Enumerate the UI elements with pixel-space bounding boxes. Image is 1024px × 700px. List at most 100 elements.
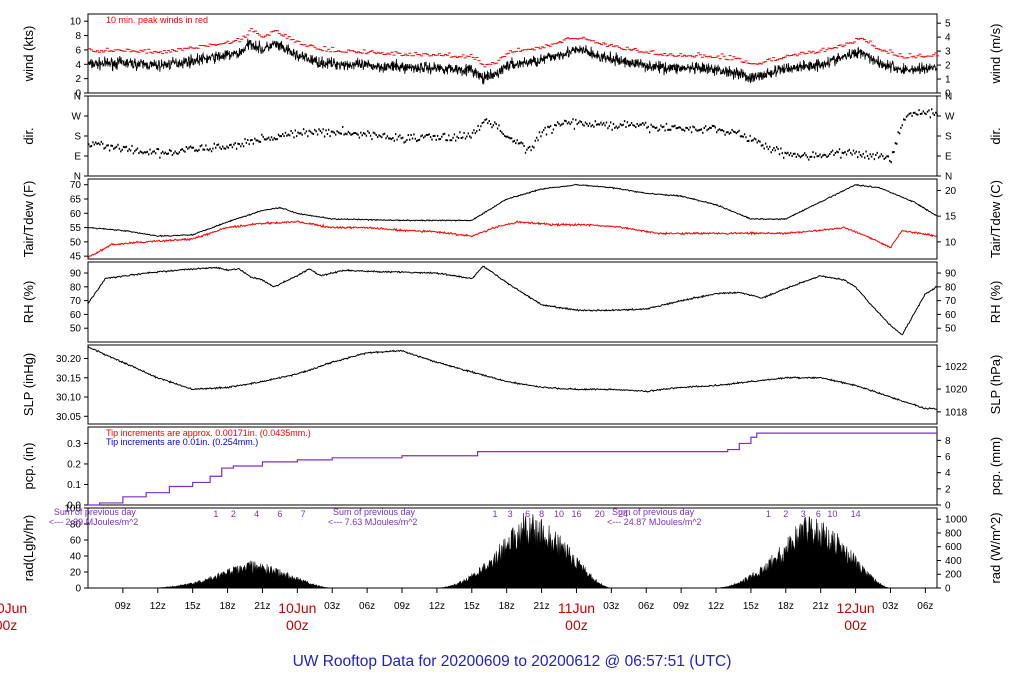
hour-marker: 20 — [595, 509, 605, 519]
ylabel-right: wind (m/s) — [988, 24, 1003, 85]
ytick-label-right: 50 — [945, 324, 957, 335]
xtick-label: 18z — [499, 601, 515, 612]
ylabel-right: RH (%) — [988, 281, 1003, 324]
ytick-label-left: 50 — [70, 237, 82, 248]
daily-sum-note: Sum of previous day — [54, 507, 137, 517]
series-precip — [88, 432, 937, 506]
ytick-label-right: N — [945, 92, 952, 103]
ytick-label-right: 5 — [945, 19, 951, 30]
ytick-label-right: E — [945, 152, 952, 163]
ytick-label-left: 50 — [70, 324, 82, 335]
series-wind-0 — [87, 38, 938, 85]
ytick-label-left: 45 — [70, 252, 82, 263]
ytick-label-right: 0 — [945, 584, 951, 595]
panel-temp: 45 50 55 60 65 70 10 15 20 Tair/Tdew (F) Tair/Tdew… — [21, 178, 1003, 263]
ytick-label-left: 0.3 — [67, 439, 81, 450]
ylabel-right: rad (W/m^2) — [988, 512, 1003, 583]
ytick-label-left: 0 — [75, 89, 81, 100]
ytick-label-left: 30.05 — [56, 412, 81, 423]
ytick-label-left: 80 — [70, 520, 82, 531]
ytick-label-left: N — [74, 172, 81, 183]
ytick-label-left: 2 — [75, 74, 81, 85]
hour-marker: 3 — [801, 509, 806, 519]
xtick-label: 03z — [603, 601, 619, 612]
ytick-label-right: 1022 — [945, 362, 968, 373]
panel-frame — [87, 178, 938, 260]
ylabel-right: pcp. (mm) — [988, 437, 1003, 496]
ytick-label-left: 70 — [70, 180, 82, 191]
xtick-label: 09z — [115, 601, 131, 612]
ytick-label-right: 8 — [945, 436, 951, 447]
ytick-label-left: 10 — [70, 17, 82, 28]
ytick-label-left: 65 — [70, 195, 82, 206]
ytick-label-left: 0.0 — [67, 501, 81, 512]
ytick-label-left: 60 — [70, 209, 82, 220]
hour-marker: 6 — [277, 509, 282, 519]
ylabel-left: pcp. (in) — [21, 443, 36, 490]
daily-sum-note: Sum of previous day — [333, 507, 416, 517]
hour-marker: 24 — [618, 509, 628, 519]
xtick-label: 12z — [708, 601, 724, 612]
ytick-label-left: 70 — [70, 296, 82, 307]
ytick-label-left: 90 — [70, 269, 82, 280]
series-dir — [88, 108, 938, 164]
ytick-label-left: 30.20 — [56, 354, 81, 365]
xtick-label: 06z — [359, 601, 375, 612]
ytick-label-right: 10 — [945, 237, 957, 248]
ytick-label-left: 30.15 — [56, 373, 81, 384]
xtick-label: 09z — [673, 601, 689, 612]
ytick-label-left: 0.1 — [67, 480, 81, 491]
ytick-label-right: 400 — [945, 556, 962, 567]
ytick-label-right: 70 — [945, 296, 957, 307]
ylabel-left: Tair/Tdew (F) — [21, 181, 36, 258]
ytick-label-right: 600 — [945, 542, 962, 553]
ytick-label-left: 100 — [64, 504, 81, 515]
ytick-label-left: W — [72, 112, 82, 123]
ytick-label-right: 6 — [945, 452, 951, 463]
ytick-label-right: 3 — [945, 47, 951, 58]
day-label: 12Jun — [837, 600, 875, 616]
ytick-label-left: 40 — [70, 552, 82, 563]
xtick-label: 12z — [429, 601, 445, 612]
ytick-label-right: 1018 — [945, 407, 968, 418]
ylabel-left: RH (%) — [21, 281, 36, 324]
day-label: 11Jun — [558, 600, 595, 616]
xtick-label: 18z — [778, 601, 794, 612]
panel-rh: 50 60 70 80 90 50 60 70 80 90 RH (%) RH (%) — [21, 261, 1003, 343]
xtick-label: 15z — [185, 601, 201, 612]
hour-marker: 2 — [231, 509, 236, 519]
ytick-label-left: N — [74, 92, 81, 103]
daily-sum-value: <--- 2.39 MJoules/m^2 — [49, 517, 139, 527]
hour-marker: 8 — [539, 509, 544, 519]
ytick-label-right: 2 — [945, 484, 951, 495]
ytick-label-right: 90 — [945, 269, 957, 280]
ytick-label-right: W — [945, 112, 955, 123]
ytick-label-left: S — [74, 132, 81, 143]
panel-rad: 02040608010002004006008001000rad(Lgly/hr… — [21, 504, 1003, 595]
ylabel-right: Tair/Tdew (C) — [988, 180, 1003, 258]
ytick-label-left: 0 — [75, 584, 81, 595]
ytick-label-right: S — [945, 132, 952, 143]
ytick-label-right: 20 — [945, 186, 957, 197]
time-axis: 09z 12z 15z 18z 21z 03z 06z 09z 12z 15z 18z 21z 03z 0… — [0, 588, 933, 633]
ytick-label-right: 1020 — [945, 385, 968, 396]
ytick-label-left: 8 — [75, 31, 81, 42]
panel-frame — [87, 426, 938, 506]
series-radiation — [88, 513, 937, 589]
figure-title: UW Rooftop Data for 20200609 to 20200612… — [293, 653, 732, 670]
ytick-label-right: 80 — [945, 282, 957, 293]
ytick-label-left: 55 — [70, 223, 82, 234]
ytick-label-right: 15 — [945, 212, 957, 223]
ylabel-left: SLP (inHg) — [21, 353, 36, 416]
ytick-label-left: 60 — [70, 310, 82, 321]
xtick-label: 21z — [813, 601, 829, 612]
panel-pcp: 0.0 0.1 0.2 0.3 0 2 4 6 8 pcp. (in) pcp. (mm) Tip i… — [21, 426, 1003, 512]
panel-note: Tip increments are 0.01in. (0.254mm.) — [106, 437, 258, 447]
xtick-label: 03z — [324, 601, 340, 612]
series-peak-wind — [88, 28, 940, 68]
ylabel-left: wind (kts) — [21, 26, 36, 83]
hour-marker: 7 — [301, 509, 306, 519]
ytick-label-right: 60 — [945, 310, 957, 321]
xtick-label: 15z — [743, 601, 759, 612]
